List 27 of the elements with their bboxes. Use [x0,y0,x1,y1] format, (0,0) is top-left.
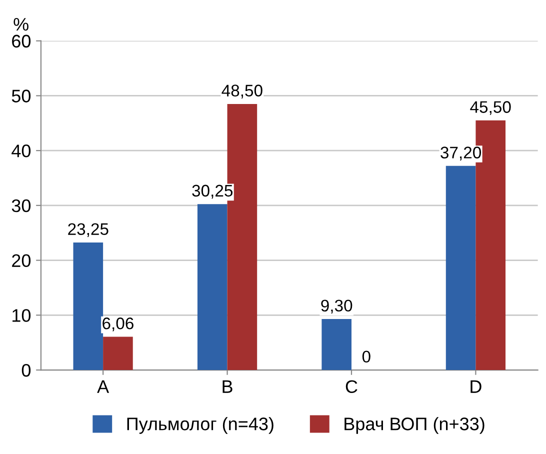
y-tick-label: 10 [12,309,31,322]
y-axis-title: % [14,18,28,31]
bar [446,166,476,370]
x-tick-label: C [346,380,358,393]
y-tick-label: 60 [12,34,31,48]
data-label: 6,06 [102,318,134,332]
y-tick-label: 20 [12,254,31,268]
data-label: 0 [362,350,370,363]
legend-label: Пульмолог (n=43) [127,417,274,434]
data-label: 37,20 [440,146,481,160]
data-label: 45,50 [470,101,511,115]
x-tick-label: B [222,380,232,393]
y-tick-label: 40 [12,144,31,158]
x-tick-label: A [97,380,110,393]
bar [103,336,133,370]
data-label: 9,30 [321,300,352,314]
bar [197,204,228,370]
y-tick-label: 30 [12,199,31,212]
y-tick-label: 0 [22,364,31,377]
x-tick-label: D [470,380,482,393]
legend-label: Врач ВОП (n+33) [344,417,484,434]
bar [322,318,352,370]
data-label: 48,50 [222,84,262,98]
y-tick-label: 50 [12,90,31,102]
data-label: 23,25 [68,223,108,237]
bar [73,242,104,370]
data-label: 30,25 [192,184,233,199]
